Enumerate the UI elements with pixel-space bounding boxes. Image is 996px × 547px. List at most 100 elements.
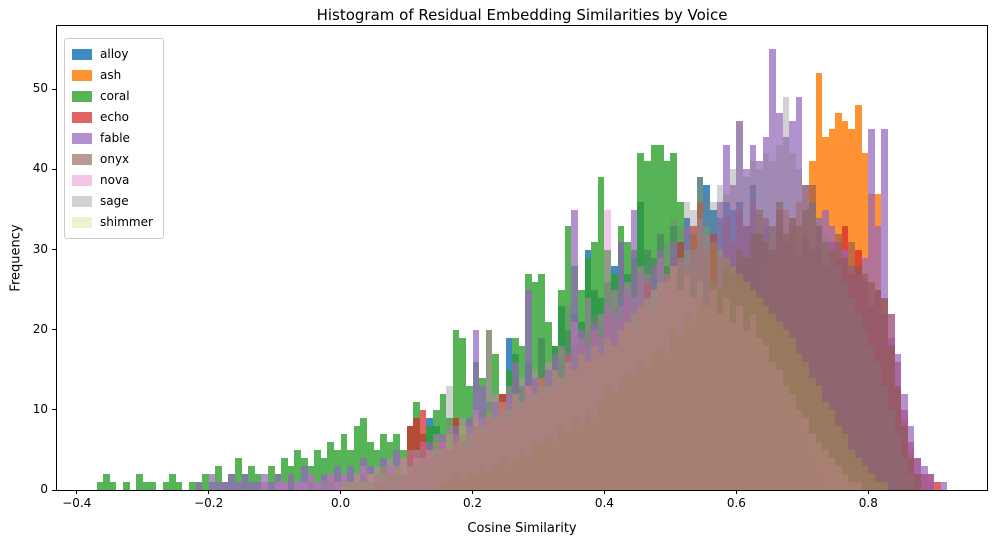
histogram-bar-nova xyxy=(545,361,552,490)
histogram-bar-shimmer xyxy=(624,321,631,490)
histogram-bar-fable xyxy=(512,361,519,490)
histogram-bar-coral xyxy=(281,457,288,490)
histogram-bar-sage xyxy=(690,209,697,490)
histogram-bar-onyx xyxy=(742,257,750,490)
histogram-bar-fable xyxy=(498,409,506,490)
histogram-bar-sage xyxy=(769,161,776,490)
histogram-bar-nova xyxy=(611,289,618,490)
histogram-bar-sage xyxy=(907,473,915,490)
histogram-bar-shimmer xyxy=(446,433,453,490)
histogram-bar-sage xyxy=(881,385,889,490)
legend-label: shimmer xyxy=(100,215,153,229)
histogram-bar-sage xyxy=(841,281,849,490)
histogram-bar-nova xyxy=(802,417,809,490)
histogram-bar-sage xyxy=(723,193,730,490)
histogram-bar-onyx xyxy=(894,385,902,490)
histogram-bar-nova xyxy=(367,473,374,490)
histogram-bar-onyx xyxy=(637,361,645,490)
histogram-bar-shimmer xyxy=(531,393,539,490)
histogram-bar-coral xyxy=(597,177,605,490)
histogram-bar-coral xyxy=(386,441,394,490)
histogram-bar-nova xyxy=(742,329,750,490)
histogram-bar-echo xyxy=(406,425,414,490)
histogram-bar-onyx xyxy=(802,209,809,490)
histogram-bar-shimmer xyxy=(380,465,387,490)
legend-item-alloy: alloy xyxy=(72,44,153,65)
histogram-bar-sage xyxy=(782,97,790,490)
histogram-bar-onyx xyxy=(749,233,757,490)
histogram-bar-nova xyxy=(855,482,862,490)
histogram-bar-sage xyxy=(386,473,394,490)
histogram-bar-sage xyxy=(439,449,447,490)
histogram-bar-shimmer xyxy=(861,465,869,490)
histogram-bar-nova xyxy=(525,385,532,490)
histogram-bar-shimmer xyxy=(868,473,875,490)
histogram-bar-nova xyxy=(432,433,440,490)
histogram-bar-nova xyxy=(307,473,315,490)
histogram-bar-nova xyxy=(446,425,453,490)
histogram-bar-shimmer xyxy=(841,433,849,490)
histogram-bar-onyx xyxy=(591,417,598,490)
histogram-bar-fable xyxy=(446,449,453,490)
histogram-bar-onyx xyxy=(551,441,559,490)
histogram-bar-onyx xyxy=(828,249,836,490)
histogram-bar-nova xyxy=(512,393,519,490)
histogram-bar-onyx xyxy=(498,457,506,490)
histogram-bar-sage xyxy=(393,465,400,490)
histogram-bar-fable xyxy=(406,465,414,490)
histogram-bar-shimmer xyxy=(413,449,420,490)
histogram-bar-fable xyxy=(235,482,242,490)
legend-label: ash xyxy=(100,68,122,82)
histogram-bar-sage xyxy=(584,337,592,490)
x-tick xyxy=(76,490,78,494)
histogram-bar-sage xyxy=(419,449,427,490)
histogram-bar-onyx xyxy=(564,433,572,490)
histogram-bar-fable xyxy=(386,465,394,490)
histogram-bar-nova xyxy=(518,377,526,490)
histogram-bar-sage xyxy=(545,369,552,490)
histogram-bar-sage xyxy=(749,161,757,490)
histogram-bar-sage xyxy=(505,393,513,490)
histogram-bar-nova xyxy=(452,433,460,490)
histogram-bar-nova xyxy=(538,377,546,490)
histogram-bar-onyx xyxy=(881,297,889,490)
histogram-bar-coral xyxy=(367,441,374,490)
histogram-bar-fable xyxy=(208,473,216,490)
histogram-bar-fable xyxy=(492,401,499,490)
histogram-bar-onyx xyxy=(597,401,605,490)
histogram-bar-fable xyxy=(248,482,255,490)
histogram-bar-fable xyxy=(320,473,328,490)
histogram-bar-coral xyxy=(452,329,460,490)
histogram-bar-nova xyxy=(479,417,486,490)
histogram-bar-sage xyxy=(551,353,559,490)
histogram-bar-shimmer xyxy=(498,401,506,490)
histogram-bar-sage xyxy=(452,425,460,490)
x-tick-label: 0.0 xyxy=(331,496,351,510)
histogram-bar-fable xyxy=(927,473,935,490)
histogram-bar-shimmer xyxy=(525,385,532,490)
histogram-bar-nova xyxy=(459,417,466,490)
histogram-bar-fable xyxy=(459,441,466,490)
histogram-bar-onyx xyxy=(512,457,519,490)
histogram-bar-coral xyxy=(314,449,321,490)
histogram-bar-sage xyxy=(340,482,348,490)
histogram-bar-onyx xyxy=(907,457,915,490)
histogram-bar-onyx xyxy=(617,377,625,490)
histogram-bar-nova xyxy=(650,289,658,490)
histogram-bar-shimmer xyxy=(432,441,440,490)
histogram-bar-coral xyxy=(136,473,143,490)
histogram-bar-onyx xyxy=(775,201,783,490)
histogram-bar-shimmer xyxy=(399,457,407,490)
histogram-bar-fable xyxy=(228,473,236,490)
histogram-bar-shimmer xyxy=(756,297,763,490)
histogram-bar-sage xyxy=(742,177,750,490)
histogram-bar-sage xyxy=(413,465,420,490)
histogram-bar-sage xyxy=(795,169,803,490)
histogram-bar-sage xyxy=(518,385,526,490)
histogram-bar-nova xyxy=(558,345,565,490)
histogram-bar-fable xyxy=(215,482,222,490)
histogram-bar-nova xyxy=(419,441,427,490)
histogram-bar-nova xyxy=(360,465,367,490)
y-tick xyxy=(52,168,56,170)
